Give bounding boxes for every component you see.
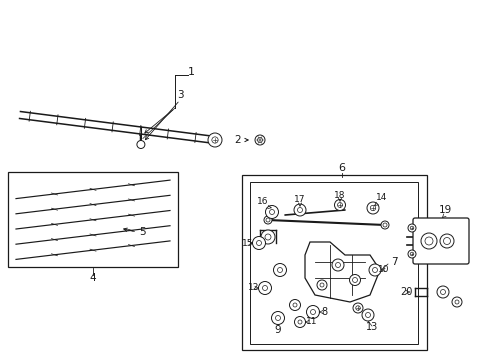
Circle shape: [366, 202, 378, 214]
Circle shape: [368, 264, 380, 276]
Circle shape: [293, 204, 305, 216]
Bar: [8, 172, 178, 267]
Circle shape: [361, 309, 373, 321]
Circle shape: [409, 252, 413, 256]
Text: 9: 9: [274, 325, 281, 335]
Circle shape: [352, 303, 362, 313]
Circle shape: [273, 264, 286, 276]
Circle shape: [316, 280, 326, 290]
Text: 15: 15: [242, 238, 253, 248]
Circle shape: [372, 267, 377, 273]
Circle shape: [451, 297, 461, 307]
Text: 16: 16: [257, 198, 268, 207]
Text: 19: 19: [437, 205, 451, 215]
Circle shape: [262, 285, 267, 291]
Circle shape: [334, 199, 345, 211]
Circle shape: [349, 274, 360, 285]
Text: 17: 17: [294, 195, 305, 204]
Circle shape: [207, 133, 222, 147]
Circle shape: [265, 206, 278, 219]
Text: 20: 20: [399, 287, 411, 297]
Bar: [242, 175, 426, 350]
Text: 5: 5: [139, 227, 145, 237]
Circle shape: [440, 289, 445, 294]
FancyBboxPatch shape: [412, 218, 468, 264]
Circle shape: [319, 283, 324, 287]
Circle shape: [352, 278, 357, 283]
Circle shape: [335, 262, 340, 267]
Text: 18: 18: [334, 190, 345, 199]
Text: 7: 7: [390, 257, 397, 267]
Text: 12: 12: [248, 284, 259, 292]
Circle shape: [409, 226, 413, 230]
Circle shape: [369, 205, 375, 211]
Circle shape: [294, 316, 305, 328]
Circle shape: [297, 320, 302, 324]
Circle shape: [271, 311, 284, 324]
Circle shape: [297, 207, 302, 212]
Circle shape: [265, 218, 269, 222]
Circle shape: [424, 237, 432, 245]
Circle shape: [365, 312, 370, 318]
Circle shape: [306, 306, 319, 319]
Circle shape: [380, 221, 388, 229]
Circle shape: [443, 238, 449, 244]
Text: 4: 4: [89, 273, 96, 283]
Circle shape: [257, 138, 262, 143]
Circle shape: [256, 240, 261, 246]
Circle shape: [292, 303, 296, 307]
Circle shape: [436, 286, 448, 298]
Circle shape: [407, 250, 415, 258]
Circle shape: [275, 315, 280, 320]
Bar: [249, 182, 417, 344]
Circle shape: [407, 224, 415, 232]
Circle shape: [382, 223, 386, 227]
Circle shape: [258, 282, 271, 294]
Text: 2: 2: [234, 135, 241, 145]
Text: 13: 13: [365, 322, 377, 332]
Circle shape: [264, 216, 271, 224]
Circle shape: [420, 233, 436, 249]
Circle shape: [289, 300, 300, 310]
Text: 10: 10: [378, 266, 389, 274]
Circle shape: [454, 300, 458, 304]
Text: 8: 8: [320, 307, 326, 317]
Circle shape: [277, 267, 282, 273]
Text: 11: 11: [305, 318, 317, 327]
Circle shape: [211, 137, 218, 143]
Circle shape: [137, 140, 144, 148]
Circle shape: [261, 230, 274, 244]
Text: 14: 14: [376, 194, 387, 202]
Circle shape: [264, 234, 270, 240]
Text: 3: 3: [176, 90, 183, 100]
Circle shape: [355, 306, 360, 310]
Circle shape: [269, 210, 274, 215]
Text: 6: 6: [338, 163, 345, 173]
Circle shape: [337, 203, 342, 207]
Circle shape: [439, 234, 453, 248]
Text: 1: 1: [187, 67, 194, 77]
Circle shape: [310, 310, 315, 315]
Circle shape: [331, 259, 343, 271]
Circle shape: [254, 135, 264, 145]
Circle shape: [252, 237, 265, 249]
